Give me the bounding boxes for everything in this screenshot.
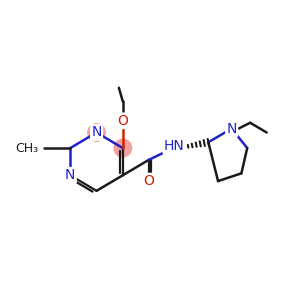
Circle shape <box>88 124 105 141</box>
Text: N: N <box>91 125 102 140</box>
Circle shape <box>114 139 131 157</box>
Text: N: N <box>65 168 76 182</box>
Text: N: N <box>226 122 237 136</box>
Text: CH₃: CH₃ <box>15 142 38 154</box>
Text: HN: HN <box>164 139 185 153</box>
Text: O: O <box>144 174 154 188</box>
Text: O: O <box>117 114 128 128</box>
